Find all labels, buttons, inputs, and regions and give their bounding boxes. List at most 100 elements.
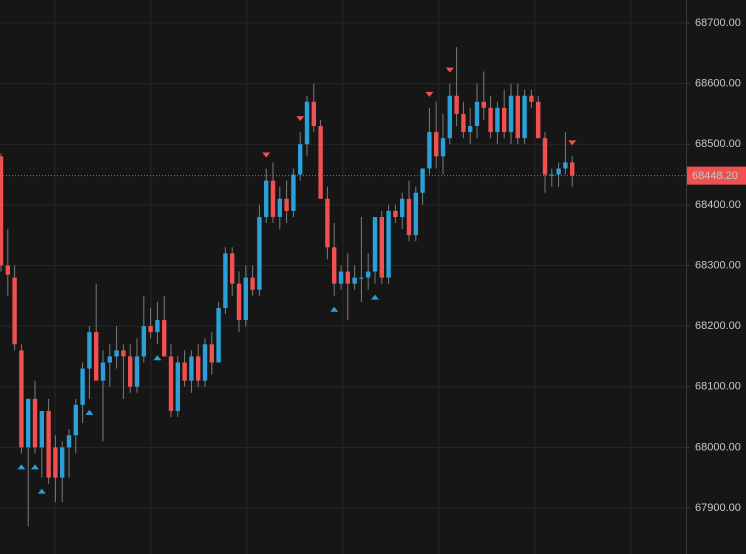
- candle-body: [522, 95, 527, 139]
- y-tick-label: 68700.00: [695, 17, 741, 29]
- candle-body: [515, 95, 520, 139]
- y-tick-label: 67900.00: [695, 502, 741, 514]
- candle-body: [563, 162, 568, 169]
- candle-body: [495, 107, 500, 133]
- candle-body: [100, 362, 106, 381]
- candle-body: [134, 356, 140, 387]
- candle-body: [39, 410, 44, 448]
- candle-body: [447, 95, 452, 139]
- candle-body: [209, 344, 214, 363]
- candle-body: [366, 271, 371, 278]
- candle-body: [352, 277, 357, 284]
- candle-body: [66, 435, 72, 448]
- candle-body: [216, 307, 221, 363]
- sell-signal: [262, 152, 271, 158]
- candle-body: [53, 447, 58, 478]
- buy-signal: [153, 355, 162, 361]
- candle-body: [277, 198, 282, 217]
- candle-body: [114, 350, 119, 357]
- candle-body: [508, 95, 514, 133]
- sell-signal: [568, 140, 577, 146]
- buy-signal: [17, 464, 26, 470]
- candle-body: [284, 198, 289, 211]
- buy-signal: [37, 488, 46, 494]
- candle-body: [202, 344, 208, 381]
- candle-body: [257, 216, 262, 290]
- candle-body: [434, 132, 439, 157]
- buy-signal: [371, 294, 379, 300]
- y-tick-label: 68500.00: [695, 138, 741, 150]
- candle-body: [121, 350, 126, 357]
- candle-body: [529, 95, 534, 102]
- candle-body: [311, 101, 316, 127]
- candle-body: [304, 101, 310, 145]
- sell-signal: [425, 91, 434, 97]
- candle-body: [0, 156, 4, 266]
- candle-body: [474, 101, 480, 127]
- candle-body: [243, 277, 248, 321]
- candle-body: [542, 138, 548, 175]
- candle-body: [32, 398, 38, 448]
- candle-body: [536, 101, 541, 139]
- candle-body: [325, 198, 330, 248]
- candle-body: [46, 410, 51, 478]
- candle-body: [549, 174, 554, 176]
- last-price-badge: [687, 166, 746, 185]
- y-tick-label: 68100.00: [695, 381, 741, 393]
- candle-body: [182, 362, 187, 381]
- candle-body: [168, 356, 174, 411]
- candle-body: [141, 326, 146, 357]
- candle-body: [223, 253, 228, 308]
- candle-body: [12, 277, 17, 345]
- candle-body: [372, 216, 378, 272]
- last-price-label: 68448.20: [692, 170, 738, 182]
- candle-body: [291, 174, 296, 211]
- candle-body: [400, 198, 405, 217]
- candle-body: [406, 198, 412, 236]
- candle-body: [196, 356, 201, 381]
- candle-body: [128, 356, 133, 387]
- candle-body: [393, 210, 398, 217]
- candle-body: [162, 320, 167, 357]
- candle-body: [332, 247, 337, 284]
- candle-body: [488, 107, 493, 133]
- candle-body: [250, 277, 255, 290]
- candle-body: [379, 216, 384, 278]
- candle-body: [26, 398, 31, 448]
- candle-body: [502, 107, 507, 133]
- buy-signal: [31, 464, 39, 470]
- y-tick-label: 68600.00: [695, 78, 741, 90]
- candle-body: [298, 144, 303, 175]
- candle-body: [80, 368, 85, 405]
- candle-body: [359, 277, 364, 279]
- candle-body: [94, 332, 99, 381]
- sell-signal: [296, 116, 305, 122]
- candle-body: [427, 132, 432, 169]
- candle-body: [420, 168, 425, 193]
- candle-body: [481, 101, 486, 108]
- candle-body: [175, 362, 180, 411]
- candle-body: [60, 447, 65, 478]
- y-tick-label: 68200.00: [695, 320, 741, 332]
- candle-body: [155, 320, 160, 333]
- candle-body: [87, 332, 92, 369]
- buy-signal: [330, 306, 339, 312]
- candle-body: [468, 126, 473, 133]
- candle-body: [19, 350, 24, 448]
- buy-signal: [85, 409, 94, 415]
- y-tick-label: 68000.00: [695, 441, 741, 453]
- candle-body: [338, 271, 344, 284]
- candle-body: [230, 253, 235, 284]
- candle-body: [556, 168, 561, 175]
- y-tick-label: 68300.00: [695, 259, 741, 271]
- candle-body: [264, 180, 269, 217]
- candle-body: [107, 356, 112, 363]
- y-tick-label: 68400.00: [695, 199, 741, 211]
- candle-body: [5, 265, 10, 275]
- candle-body: [318, 126, 323, 199]
- candle-body: [148, 326, 153, 333]
- candle-body: [413, 192, 418, 236]
- candle-body: [345, 271, 350, 284]
